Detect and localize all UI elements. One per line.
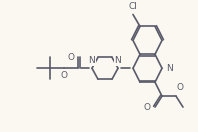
Text: N: N [115, 56, 121, 65]
Text: O: O [177, 83, 184, 92]
Text: O: O [61, 71, 68, 80]
Text: O: O [144, 103, 151, 112]
Text: N: N [166, 64, 173, 73]
Text: N: N [89, 56, 95, 65]
Text: Cl: Cl [129, 3, 137, 11]
Text: O: O [68, 53, 75, 62]
